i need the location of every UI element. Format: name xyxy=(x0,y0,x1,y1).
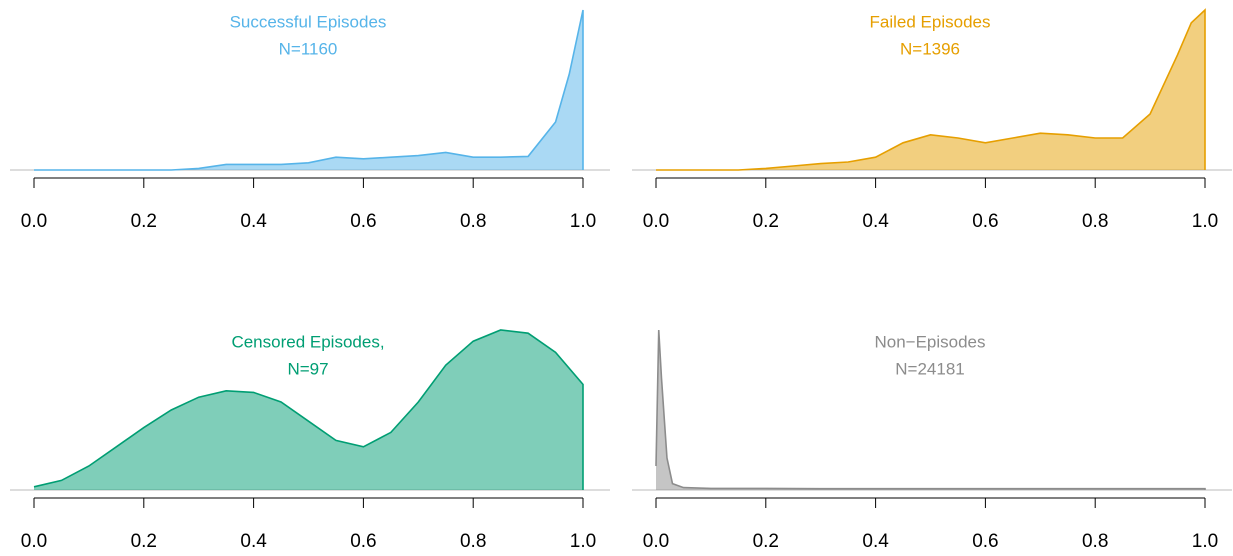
x-tick-label: 0.4 xyxy=(240,211,267,232)
x-tick-label: 0.6 xyxy=(350,211,376,232)
x-tick-label: 0.2 xyxy=(131,531,157,552)
panel-subtitle: N=1160 xyxy=(279,39,338,58)
x-tick-label: 0.0 xyxy=(643,211,669,232)
x-tick-label: 0.8 xyxy=(460,211,486,232)
x-tick-label: 0.0 xyxy=(21,211,47,232)
x-tick-label: 0.6 xyxy=(972,531,998,552)
panel-subtitle: N=97 xyxy=(287,359,328,378)
density-area xyxy=(33,329,584,490)
x-tick-label: 0.8 xyxy=(1082,531,1108,552)
x-tick-label: 1.0 xyxy=(570,531,596,552)
panel-subtitle: N=1396 xyxy=(900,39,960,58)
density-fill xyxy=(656,10,1205,170)
x-tick-label: 0.6 xyxy=(350,531,376,552)
x-tick-label: 0.0 xyxy=(21,531,47,552)
x-tick-label: 0.2 xyxy=(753,531,779,552)
panel-subtitle: N=24181 xyxy=(895,359,964,378)
density-fill xyxy=(34,330,583,490)
panel-title: Non−Episodes xyxy=(874,332,985,351)
density-area xyxy=(655,329,1206,490)
panel-title: Failed Episodes xyxy=(870,12,991,31)
panel-title: Successful Episodes xyxy=(230,12,387,31)
density-area xyxy=(656,8,1206,171)
density-fill xyxy=(656,330,1205,490)
x-tick-label: 1.0 xyxy=(570,211,596,232)
density-fill xyxy=(34,10,583,170)
panel-title: Censored Episodes, xyxy=(231,332,384,351)
x-tick-label: 0.4 xyxy=(862,211,889,232)
x-tick-label: 0.4 xyxy=(862,531,889,552)
x-tick-label: 0.8 xyxy=(1082,211,1108,232)
x-tick-label: 0.6 xyxy=(972,211,998,232)
x-tick-label: 0.4 xyxy=(240,531,267,552)
x-tick-label: 0.2 xyxy=(131,211,157,232)
x-tick-label: 1.0 xyxy=(1192,531,1218,552)
x-tick-label: 1.0 xyxy=(1192,211,1218,232)
x-tick-label: 0.0 xyxy=(643,531,669,552)
density-area xyxy=(34,9,584,171)
x-tick-label: 0.8 xyxy=(460,531,486,552)
x-tick-label: 0.2 xyxy=(753,211,779,232)
